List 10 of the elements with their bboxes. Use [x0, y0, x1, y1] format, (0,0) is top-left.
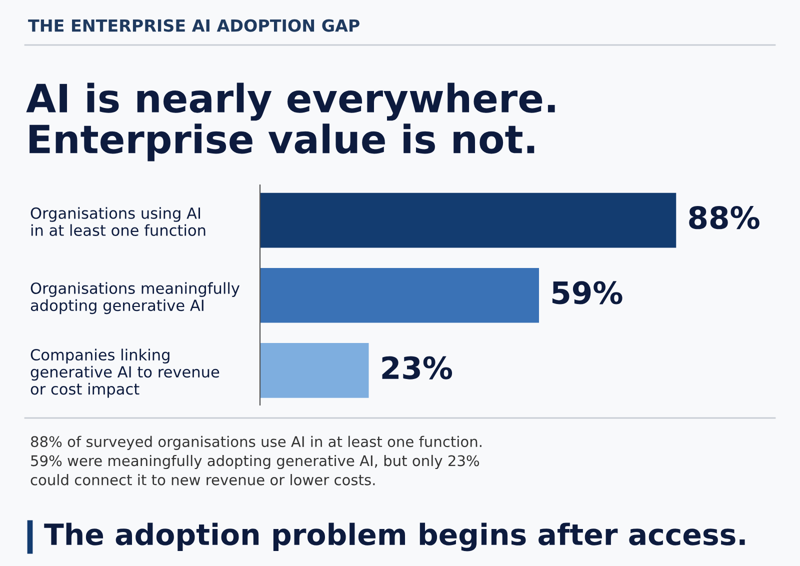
- data-label: 59%: [552, 281, 622, 304]
- data-label: 23%: [382, 356, 452, 380]
- text: The adoption problem begins after access.: [44, 522, 745, 552]
- chart-title: AI is nearly everywhere. Enterprise value is not.: [26, 82, 555, 162]
- y-tick-label: Companies linking generative AI to revenue or cost impact: [30, 348, 220, 398]
- chart-subtitle: THE ENTERPRISE AI ADOPTION GAP: [28, 19, 360, 32]
- data-label: 88%: [689, 206, 760, 230]
- y-tick-label: Organisations meaningfully adopting generative AI: [30, 282, 240, 314]
- y-tick-label: Organisations using AI in at least one function: [30, 207, 206, 236]
- text: 88% of surveyed organisations use AI in at least one function. 59% were meaningfully adopting generative AI, but only 23% could connect it to new revenue or lower costs.: [30, 436, 482, 486]
